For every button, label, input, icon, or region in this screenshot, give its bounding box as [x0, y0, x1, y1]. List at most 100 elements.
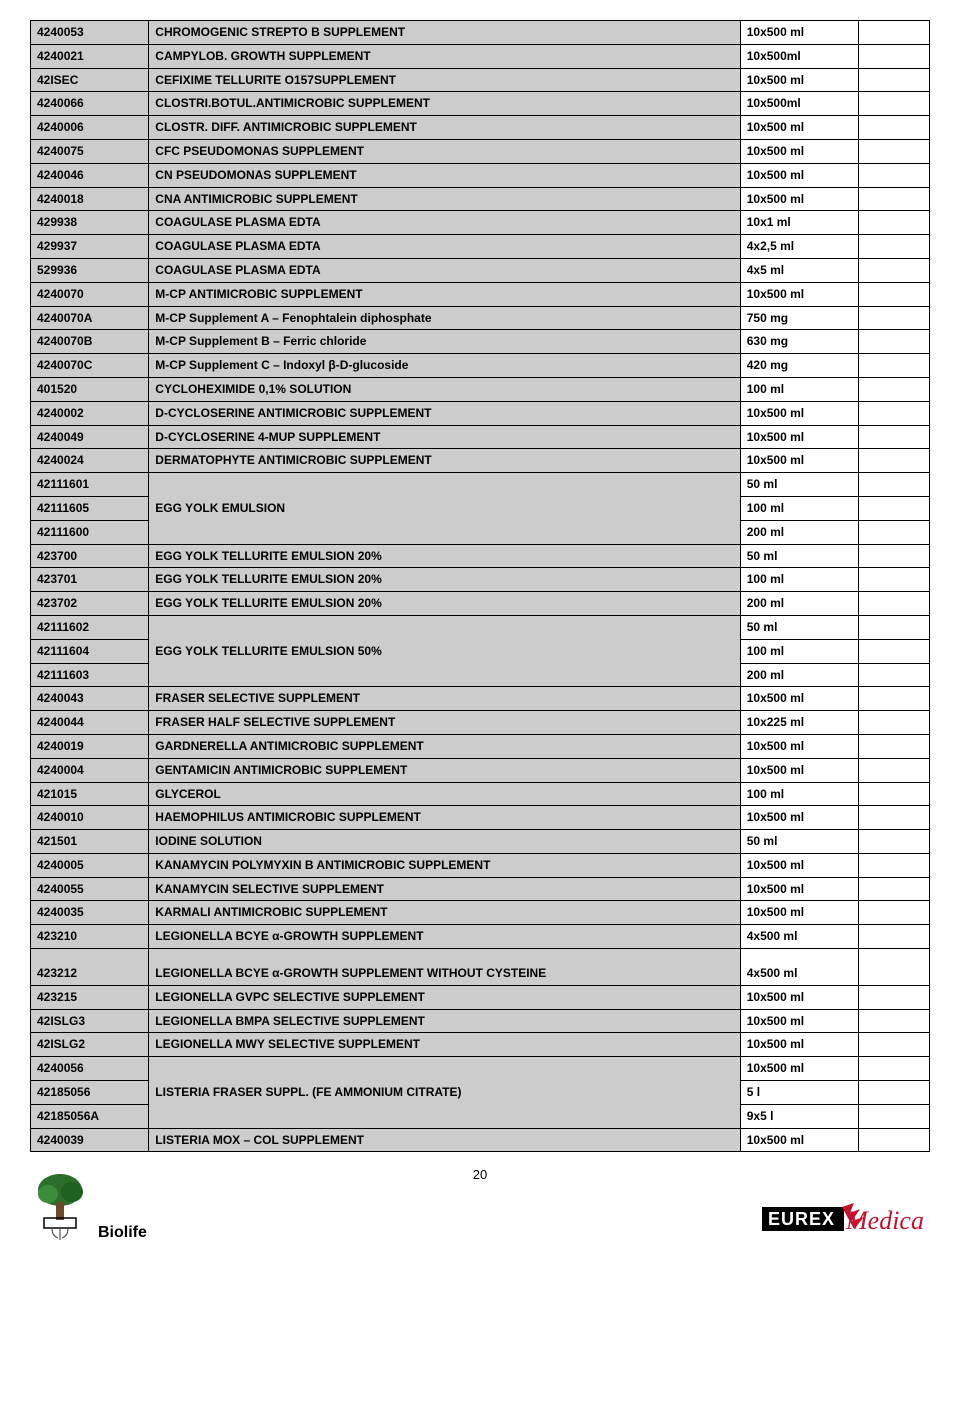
table-row: 4240043FRASER SELECTIVE SUPPLEMENT10x500…	[31, 687, 930, 711]
table-row: 42ISLG3LEGIONELLA BMPA SELECTIVE SUPPLEM…	[31, 1009, 930, 1033]
product-code: 42ISLG2	[31, 1033, 149, 1057]
product-size: 10x500 ml	[740, 877, 858, 901]
empty-cell	[859, 925, 930, 949]
empty-cell	[859, 687, 930, 711]
product-description: LEGIONELLA BCYE α-GROWTH SUPPLEMENT	[149, 925, 740, 949]
product-code: 4240035	[31, 901, 149, 925]
product-size: 10x500 ml	[740, 853, 858, 877]
table-row: 4240070M-CP ANTIMICROBIC SUPPLEMENT10x50…	[31, 282, 930, 306]
eurex-icon: EUREX Medica	[760, 1199, 930, 1239]
product-code: 429937	[31, 235, 149, 259]
product-description: LEGIONELLA BMPA SELECTIVE SUPPLEMENT	[149, 1009, 740, 1033]
empty-cell	[859, 330, 930, 354]
product-description: M-CP Supplement C – Indoxyl β-D-glucosid…	[149, 354, 740, 378]
empty-cell	[859, 734, 930, 758]
product-code: 421015	[31, 782, 149, 806]
product-size: 10x1 ml	[740, 211, 858, 235]
product-size: 10x500 ml	[740, 985, 858, 1009]
product-description: KANAMYCIN SELECTIVE SUPPLEMENT	[149, 877, 740, 901]
product-size: 50 ml	[740, 544, 858, 568]
empty-cell	[859, 1009, 930, 1033]
product-code: 42111604	[31, 639, 149, 663]
empty-cell	[859, 116, 930, 140]
table-row: 4240006CLOSTR. DIFF. ANTIMICROBIC SUPPLE…	[31, 116, 930, 140]
product-description: CEFIXIME TELLURITE O157SUPPLEMENT	[149, 68, 740, 92]
empty-cell	[859, 1081, 930, 1105]
empty-cell	[859, 877, 930, 901]
empty-cell	[859, 901, 930, 925]
table-row: 4240046CN PSEUDOMONAS SUPPLEMENT10x500 m…	[31, 163, 930, 187]
product-code: 4240039	[31, 1128, 149, 1152]
empty-cell	[859, 187, 930, 211]
product-size: 10x500 ml	[740, 425, 858, 449]
table-row: 4240010HAEMOPHILUS ANTIMICROBIC SUPPLEME…	[31, 806, 930, 830]
empty-cell	[859, 1104, 930, 1128]
product-code: 42111600	[31, 520, 149, 544]
product-code: 42111602	[31, 615, 149, 639]
table-row: 423215LEGIONELLA GVPC SELECTIVE SUPPLEME…	[31, 985, 930, 1009]
table-row: 423701EGG YOLK TELLURITE EMULSION 20%100…	[31, 568, 930, 592]
product-size: 10x500 ml	[740, 449, 858, 473]
product-description: CLOSTRI.BOTUL.ANTIMICROBIC SUPPLEMENT	[149, 92, 740, 116]
product-code: 4240021	[31, 44, 149, 68]
table-row: 4240070BM-CP Supplement B – Ferric chlor…	[31, 330, 930, 354]
product-code: 4240010	[31, 806, 149, 830]
product-description: EGG YOLK TELLURITE EMULSION 50%	[149, 615, 740, 686]
product-description: LEGIONELLA GVPC SELECTIVE SUPPLEMENT	[149, 985, 740, 1009]
empty-cell	[859, 544, 930, 568]
product-description: LEGIONELLA BCYE α-GROWTH SUPPLEMENT WITH…	[149, 949, 740, 986]
product-description: LISTERIA FRASER SUPPL. (FE AMMONIUM CITR…	[149, 1057, 740, 1128]
empty-cell	[859, 853, 930, 877]
empty-cell	[859, 496, 930, 520]
product-code: 4240070C	[31, 354, 149, 378]
product-size: 10x500 ml	[740, 734, 858, 758]
product-code: 4240070	[31, 282, 149, 306]
empty-cell	[859, 282, 930, 306]
table-row: 42111601EGG YOLK EMULSION50 ml	[31, 473, 930, 497]
table-row: 401520CYCLOHEXIMIDE 0,1% SOLUTION100 ml	[31, 377, 930, 401]
product-size: 200 ml	[740, 663, 858, 687]
product-size: 50 ml	[740, 615, 858, 639]
table-row: 4240035KARMALI ANTIMICROBIC SUPPLEMENT10…	[31, 901, 930, 925]
product-code: 4240005	[31, 853, 149, 877]
product-code: 42111605	[31, 496, 149, 520]
table-row: 4240070CM-CP Supplement C – Indoxyl β-D-…	[31, 354, 930, 378]
product-size: 10x500 ml	[740, 901, 858, 925]
page-number: 20	[473, 1167, 487, 1182]
product-size: 10x500 ml	[740, 163, 858, 187]
product-description: GENTAMICIN ANTIMICROBIC SUPPLEMENT	[149, 758, 740, 782]
empty-cell	[859, 306, 930, 330]
empty-cell	[859, 592, 930, 616]
table-row: 4240066CLOSTRI.BOTUL.ANTIMICROBIC SUPPLE…	[31, 92, 930, 116]
empty-cell	[859, 92, 930, 116]
product-code: 42ISLG3	[31, 1009, 149, 1033]
table-row: 4240024DERMATOPHYTE ANTIMICROBIC SUPPLEM…	[31, 449, 930, 473]
table-row: 4240044FRASER HALF SELECTIVE SUPPLEMENT1…	[31, 711, 930, 735]
page-footer: 20 Biolife EUREX Medica	[30, 1172, 930, 1242]
empty-cell	[859, 44, 930, 68]
empty-cell	[859, 711, 930, 735]
product-code: 423700	[31, 544, 149, 568]
product-size: 100 ml	[740, 639, 858, 663]
product-size: 10x500ml	[740, 44, 858, 68]
product-description: GLYCEROL	[149, 782, 740, 806]
product-code: 4240066	[31, 92, 149, 116]
table-row: 423212LEGIONELLA BCYE α-GROWTH SUPPLEMEN…	[31, 949, 930, 986]
product-description: D-CYCLOSERINE ANTIMICROBIC SUPPLEMENT	[149, 401, 740, 425]
table-row: 4240070AM-CP Supplement A – Fenophtalein…	[31, 306, 930, 330]
product-code: 4240024	[31, 449, 149, 473]
empty-cell	[859, 401, 930, 425]
empty-cell	[859, 1033, 930, 1057]
table-row: 4240002D-CYCLOSERINE ANTIMICROBIC SUPPLE…	[31, 401, 930, 425]
product-code: 4240043	[31, 687, 149, 711]
product-code: 42185056A	[31, 1104, 149, 1128]
product-size: 10x500 ml	[740, 187, 858, 211]
product-size: 10x500 ml	[740, 1033, 858, 1057]
product-size: 10x500 ml	[740, 758, 858, 782]
product-description: LEGIONELLA MWY SELECTIVE SUPPLEMENT	[149, 1033, 740, 1057]
product-size: 10x500 ml	[740, 1128, 858, 1152]
product-description: EGG YOLK EMULSION	[149, 473, 740, 544]
product-code: 42ISEC	[31, 68, 149, 92]
empty-cell	[859, 1057, 930, 1081]
table-row: 4240018CNA ANTIMICROBIC SUPPLEMENT10x500…	[31, 187, 930, 211]
